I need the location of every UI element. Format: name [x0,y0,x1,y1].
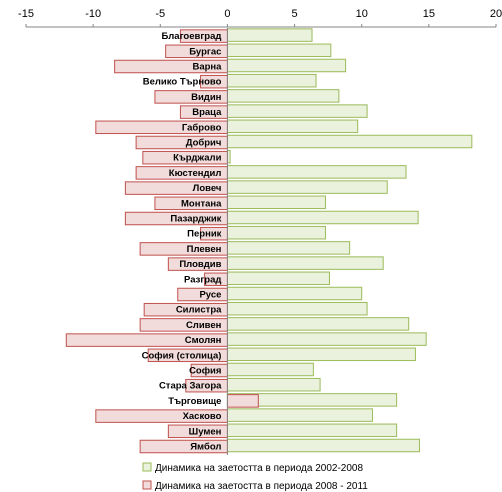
legend-swatch-2008-2011 [142,480,152,490]
legend-swatch-2002-2008 [142,462,152,472]
bar-2002-2008 [226,347,416,362]
category-label: Смолян [185,335,222,346]
category-label: Монтана [181,198,222,209]
category-label: Пловдив [179,259,221,270]
bar-2002-2008 [226,301,368,316]
category-label: Сливен [186,320,222,331]
bar-2002-2008 [226,256,384,270]
bar-2002-2008 [226,332,427,346]
category-label: Русе [199,290,221,301]
bar-2002-2008 [226,180,388,194]
bar-2002-2008 [226,58,347,73]
category-label: Велико Търново [143,77,222,88]
x-tick-label: -15 [18,8,34,20]
category-label: Хасково [183,411,222,422]
legend-label-2008-2011: Динамика на заетостта в периода 2008 - 2… [155,481,368,492]
category-label: Разград [184,274,221,285]
bar-2002-2008 [226,104,368,118]
bar-2002-2008 [226,317,410,331]
category-label: Шумен [189,426,222,437]
x-axis-ticks: -15 -10 -5 0 5 10 15 20 [18,8,502,27]
bar-2002-2008 [226,119,359,134]
x-tick-label: 20 [490,8,502,20]
category-label: Търговище [168,396,221,407]
bar-2002-2008 [226,43,332,58]
category-label: Добрич [186,138,222,149]
category-label: Кърджали [173,153,221,164]
x-tick-label: 10 [356,8,368,20]
bars [65,28,473,454]
category-label: Варна [192,62,222,73]
bar-2002-2008 [226,210,419,225]
category-label: Видин [191,92,222,103]
bar-2002-2008 [226,362,314,377]
bar-2002-2008 [226,438,420,453]
bar-2002-2008 [226,271,330,286]
x-tick-label: -5 [155,8,165,20]
bar-2002-2008 [226,165,407,179]
bar-2002-2008 [226,225,326,240]
category-label: Силистра [176,305,222,316]
bar-2002-2008 [226,423,398,438]
x-tick-label: 0 [224,8,230,20]
bar-2002-2008 [226,89,340,103]
bar-2002-2008 [226,408,373,422]
category-label: Кюстендил [169,168,222,179]
bar-2008-2011 [226,394,259,408]
bar-2002-2008 [226,377,321,392]
x-tick-label: 5 [292,8,298,20]
category-label: Ямбол [190,442,221,453]
category-label: Благоевград [161,31,221,42]
category-label: Ловеч [193,183,222,194]
category-label: Стара Загора [159,381,222,392]
legend-label-2002-2008: Динамика на заетостта в периода 2002-200… [155,463,363,474]
bar-2002-2008 [226,73,317,88]
bar-2002-2008 [226,28,313,42]
legend: Динамика на заетостта в периода 2002-200… [142,462,368,492]
x-tick-label: -10 [85,8,101,20]
category-label: Бургас [189,46,221,57]
category-label: Плевен [187,244,222,255]
category-label: Враца [192,107,222,118]
bar-2002-2008 [226,286,363,301]
bar-2002-2008 [226,134,473,149]
bar-2002-2008 [226,241,351,255]
category-label: София (столица) [142,350,222,361]
bar-2002-2008 [226,195,326,210]
category-label: София [189,366,221,377]
x-tick-label: 15 [423,8,435,20]
category-label: Габрово [182,122,222,133]
category-labels: Благоевград Бургас Варна Велико Търново Види… [142,31,223,452]
category-label: Перник [187,229,221,240]
category-label: Пазарджик [170,214,221,225]
